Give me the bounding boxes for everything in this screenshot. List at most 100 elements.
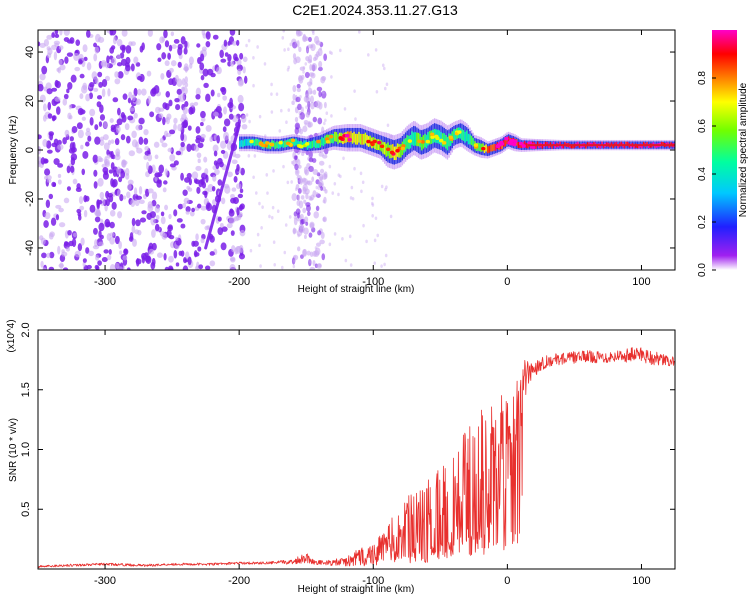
spectrogram-noise-dot	[154, 172, 161, 178]
spectrogram-noise-dot	[136, 257, 140, 267]
spectrogram-noise-dot	[106, 154, 112, 159]
ridge-core-segment	[443, 133, 445, 147]
spectrogram-noise-dot	[170, 31, 175, 37]
spectrogram-y-tick-label: 40	[24, 46, 36, 58]
spectrogram-noise-dot	[195, 87, 201, 96]
spectrogram-column-dot	[309, 95, 314, 104]
ridge-core-segment	[318, 140, 320, 149]
spectrogram-ridge-layer	[239, 118, 675, 170]
spectrogram-scatter-dot	[383, 262, 386, 267]
spectrogram-scatter-dot	[325, 111, 329, 116]
spectrogram-noise-dot	[130, 199, 136, 207]
spectrogram-noise-dot	[69, 165, 75, 173]
spectrogram-noise-dot	[205, 202, 213, 212]
spectrogram-noise-dot	[66, 186, 71, 192]
spectrogram-noise-dot	[98, 121, 103, 127]
spectrogram-noise-dot	[222, 95, 227, 101]
spectrogram-noise-dot	[229, 30, 236, 36]
spectrogram-noise-dot	[169, 67, 174, 73]
spectrogram-x-tick-label: -300	[94, 276, 116, 288]
spectrogram-column-dot	[310, 102, 315, 110]
spectrogram-noise-dot	[158, 113, 164, 119]
spectrogram-noise-dot	[143, 155, 148, 160]
spectrogram-column-dot	[310, 72, 316, 79]
spectrogram-scatter-dot	[328, 164, 332, 169]
spectrogram-scatter-dot	[302, 70, 305, 74]
spectrogram-noise-dot	[177, 123, 183, 132]
spectrogram-scatter-dot	[330, 114, 333, 118]
spectrogram-column-dot	[297, 159, 301, 166]
ridge-peak-blob	[430, 135, 435, 139]
spectrogram-scatter-dot	[285, 120, 288, 125]
spectrogram-noise-dot	[127, 179, 134, 185]
spectrogram-noise-dot	[89, 108, 96, 117]
spectrogram-scatter-dot	[258, 201, 261, 206]
spectrogram-x-tick-label: -200	[228, 276, 250, 288]
spectrogram-column-dot	[306, 204, 311, 212]
spectrogram-noise-dot	[220, 140, 227, 149]
spectrogram-noise-dot	[109, 263, 116, 270]
spectrogram-column-dot	[323, 101, 327, 109]
spectrogram-noise-dot	[40, 260, 44, 268]
spectrogram-noise-dot	[99, 114, 106, 121]
snr-plot-area	[38, 330, 675, 569]
spectrogram-noise-dot	[209, 251, 215, 256]
spectrogram-noise-dot	[162, 187, 167, 193]
spectrogram-noise-dot	[209, 136, 213, 143]
spectrogram-scatter-dot	[265, 173, 269, 177]
spectrogram-noise-dot	[220, 86, 226, 93]
spectrogram-noise-dot	[183, 197, 190, 205]
spectrogram-column-dot	[311, 30, 315, 33]
spectrogram-scatter-dot	[351, 196, 355, 201]
spectrogram-noise-dot	[162, 116, 166, 126]
spectrogram-scatter-dot	[309, 259, 312, 264]
spectrogram-noise-dot	[79, 205, 85, 211]
spectrogram-noise-dot	[223, 39, 228, 47]
spectrogram-column-dot	[317, 230, 322, 236]
spectrogram-noise-dot	[78, 196, 84, 205]
ridge-core-segment	[239, 140, 241, 148]
spectrogram-scatter-dot	[305, 105, 308, 109]
spectrogram-noise-dot	[237, 94, 244, 104]
ridge-peak-blob	[448, 135, 453, 140]
spectrogram-column-dot	[303, 234, 307, 240]
spectrogram-column-dot	[291, 257, 296, 265]
spectrogram-noise-dot	[82, 261, 86, 267]
spectrogram-noise-dot	[83, 195, 88, 203]
spectrogram-column-dot	[296, 40, 300, 48]
ridge-peak-blob	[372, 139, 377, 144]
spectrogram-noise-dot	[110, 150, 114, 160]
spectrogram-noise-dot	[227, 53, 232, 62]
ridge-core-segment	[623, 144, 626, 149]
ridge-core-segment	[601, 141, 603, 146]
ridge-core-segment	[570, 144, 573, 149]
spectrogram-noise-dot	[46, 88, 53, 95]
ridge-core-segment	[536, 141, 539, 147]
spectrogram-scatter-dot	[349, 263, 353, 267]
spectrogram-scatter-dot	[261, 205, 264, 209]
spectrogram-scatter-dot	[362, 223, 365, 228]
spectrogram-scatter-dot	[266, 191, 269, 195]
spectrogram-scatter-dot	[270, 92, 273, 96]
spectrogram-scatter-dot	[280, 108, 283, 113]
ridge-peak-blob	[347, 137, 353, 142]
spectrogram-noise-dot	[178, 250, 183, 256]
ridge-core-segment	[355, 133, 357, 145]
spectrogram-column-dot	[316, 86, 323, 92]
spectrogram-column-dot	[299, 219, 304, 226]
spectrogram-scatter-dot	[315, 185, 319, 190]
spectrogram-noise-dot	[175, 150, 182, 156]
spectrogram-noise-dot	[101, 257, 108, 263]
ridge-core-segment	[406, 135, 408, 149]
spectrogram-noise-dot	[121, 30, 128, 37]
spectrogram-noise-dot	[173, 38, 180, 44]
spectrogram-column-dot	[305, 111, 310, 118]
ridge-core-segment	[507, 136, 510, 144]
spectrogram-noise-dot	[127, 115, 134, 121]
spectrogram-noise-dot	[80, 237, 85, 246]
chart-title: C2E1.2024.353.11.27.G13	[292, 2, 458, 18]
spectrogram-noise-dot	[237, 193, 244, 199]
spectrogram-noise-dot	[195, 165, 202, 171]
spectrogram-scatter-dot	[245, 43, 248, 48]
spectrogram-noise-dot	[135, 124, 142, 131]
